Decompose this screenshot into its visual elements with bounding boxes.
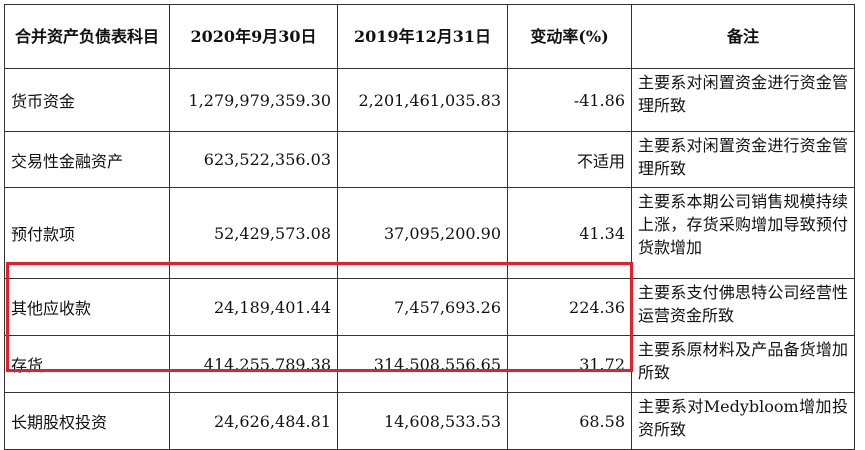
row-item: 存货 [4,335,170,393]
table-row: 存货 414,255,789.38 314,508,556.65 31.72 主… [4,335,855,393]
row-item: 交易性金融资产 [4,131,170,188]
table-row: 预付款项 52,429,573.08 37,095,200.90 41.34 主… [4,187,855,279]
row-note: 主要系原材料及产品备货增加所致 [631,335,855,393]
row-value-2020: 52,429,573.08 [169,187,338,279]
row-item: 其他应收款 [4,278,170,336]
row-rate: 41.34 [507,187,632,279]
row-value-2020: 623,522,356.03 [169,131,338,188]
row-rate: 31.72 [507,335,632,393]
row-value-2019: 7,457,693.26 [337,278,508,336]
row-note: 主要系本期公司销售规模持续上涨，存货采购增加导致预付货款增加 [631,187,855,279]
row-value-2020: 414,255,789.38 [169,335,338,393]
row-note: 主要系对Medybloom增加投资所致 [631,392,855,450]
row-rate: 224.36 [507,278,632,336]
row-item: 长期股权投资 [4,392,170,450]
table-row: 货币资金 1,279,979,359.30 2,201,461,035.83 -… [4,68,855,132]
row-rate: 不适用 [507,131,632,188]
table-row: 长期股权投资 24,626,484.81 14,608,533.53 68.58… [4,392,855,450]
row-value-2020: 24,189,401.44 [169,278,338,336]
row-value-2020: 1,279,979,359.30 [169,68,338,132]
row-item: 预付款项 [4,187,170,279]
row-value-2020: 24,626,484.81 [169,392,338,450]
header-item: 合并资产负债表科目 [4,4,170,69]
table-row: 其他应收款 24,189,401.44 7,457,693.26 224.36 … [4,278,855,336]
row-value-2019: 2,201,461,035.83 [337,68,508,132]
header-2019: 2019年12月31日 [337,4,508,69]
row-rate: -41.86 [507,68,632,132]
row-note: 主要系对闲置资金进行资金管理所致 [631,131,855,188]
row-item: 货币资金 [4,68,170,132]
row-value-2019: 314,508,556.65 [337,335,508,393]
row-value-2019: 37,095,200.90 [337,187,508,279]
row-note: 主要系支付佛思特公司经营性运营资金所致 [631,278,855,336]
header-note: 备注 [631,4,855,69]
row-note: 主要系对闲置资金进行资金管理所致 [631,68,855,132]
row-value-2019 [337,131,508,188]
header-row: 合并资产负债表科目 2020年9月30日 2019年12月31日 变动率(%) … [4,4,855,69]
row-rate: 68.58 [507,392,632,450]
header-rate: 变动率(%) [507,4,632,69]
header-2020: 2020年9月30日 [169,4,338,69]
balance-sheet-table: 合并资产负债表科目 2020年9月30日 2019年12月31日 变动率(%) … [4,4,855,450]
row-value-2019: 14,608,533.53 [337,392,508,450]
table-row: 交易性金融资产 623,522,356.03 不适用 主要系对闲置资金进行资金管… [4,131,855,188]
